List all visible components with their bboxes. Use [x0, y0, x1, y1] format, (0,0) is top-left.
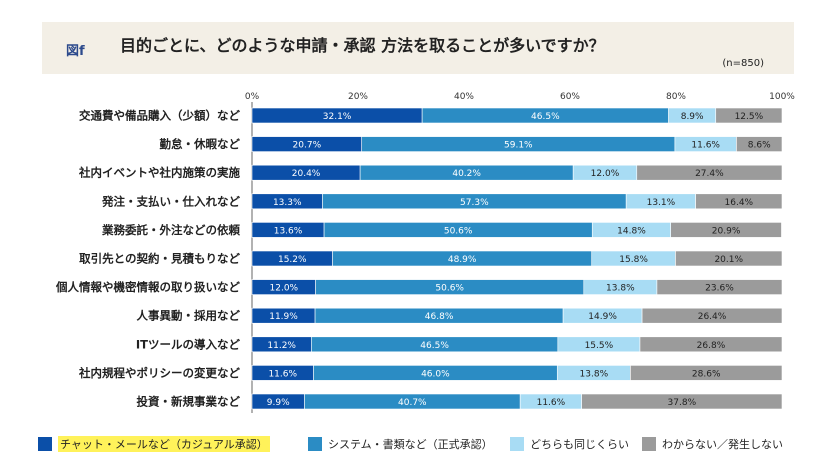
data-label: 46.5%	[531, 112, 560, 122]
chart-legend: チャット・メールなど（カジュアル承認） システム・書類など（正式承認） どちらも…	[38, 436, 828, 456]
category-label: 社内規程やポリシーの変更など	[78, 366, 240, 380]
data-label: 40.2%	[452, 169, 481, 179]
legend-label-formal: システム・書類など（正式承認）	[328, 438, 493, 451]
data-label: 46.5%	[420, 341, 449, 351]
bar-segment	[581, 393, 783, 410]
category-label: 業務委託・外注などの依頼	[101, 223, 240, 237]
data-label: 37.8%	[668, 398, 697, 408]
category-label: 個人情報や機密情報の取り扱いなど	[55, 280, 240, 294]
data-label: 20.7%	[293, 141, 322, 151]
x-tick-label: 60%	[560, 92, 580, 102]
data-label: 57.3%	[460, 198, 489, 208]
x-tick-label: 80%	[666, 92, 686, 102]
data-label: 27.4%	[695, 169, 724, 179]
legend-item-same: どちらも同じくらい	[510, 436, 629, 452]
data-label: 23.6%	[705, 284, 734, 294]
data-label: 13.6%	[274, 226, 303, 236]
data-label: 13.3%	[273, 198, 302, 208]
chart-header: 図f 目的ごとに、どのような申請・承認 方法を取ることが多いですか？ (n=85…	[42, 22, 794, 74]
data-label: 20.9%	[712, 226, 741, 236]
data-label: 12.0%	[591, 169, 620, 179]
legend-swatch-same	[510, 437, 524, 451]
legend-swatch-unknown	[642, 437, 656, 451]
sample-size: (n=850)	[722, 58, 764, 69]
bar-segment	[715, 107, 783, 124]
legend-label-casual: チャット・メールなど（カジュアル承認）	[58, 436, 270, 452]
data-label: 46.8%	[425, 312, 454, 322]
bar-segment	[639, 336, 783, 353]
x-tick-label: 40%	[454, 92, 474, 102]
data-label: 8.6%	[748, 141, 771, 151]
bar-segment	[670, 222, 782, 238]
legend-item-casual: チャット・メールなど（カジュアル承認）	[38, 436, 270, 452]
chart-title: 目的ごとに、どのような申請・承認 方法を取ることが多いですか？	[120, 36, 605, 55]
category-label: 勤怠・休暇など	[160, 137, 241, 151]
legend-swatch-formal	[308, 437, 322, 451]
category-label: ITツールの導入など	[136, 337, 241, 351]
data-label: 9.9%	[267, 398, 290, 408]
data-label: 14.9%	[588, 312, 617, 322]
data-label: 15.8%	[619, 255, 648, 265]
x-tick-label: 0%	[245, 92, 260, 102]
data-label: 46.0%	[421, 369, 450, 379]
x-tick-label: 100%	[769, 92, 795, 102]
data-label: 50.6%	[444, 226, 473, 236]
bar-segment	[675, 250, 783, 267]
category-label: 人事異動・採用など	[137, 309, 241, 323]
data-label: 11.6%	[268, 369, 297, 379]
category-label: 交通費や備品購入（少額）など	[79, 109, 240, 123]
legend-label-unknown: わからない／発生しない	[662, 438, 783, 451]
x-tick-label: 20%	[348, 92, 368, 102]
bar-segment	[636, 164, 783, 181]
category-label: 取引先との契約・見積もりなど	[79, 252, 240, 266]
category-label: 発注・支払い・仕入れなど	[101, 194, 240, 208]
data-label: 13.8%	[606, 284, 635, 294]
bar-segment	[736, 136, 783, 152]
legend-swatch-casual	[38, 437, 52, 451]
bar-segment	[630, 365, 783, 381]
data-label: 40.7%	[398, 398, 427, 408]
legend-label-same: どちらも同じくらい	[530, 438, 629, 451]
bar-segment	[695, 193, 783, 210]
bar-segment	[656, 279, 783, 295]
data-label: 12.5%	[735, 112, 764, 122]
data-label: 50.6%	[435, 284, 464, 294]
data-label: 16.4%	[725, 198, 754, 208]
data-label: 59.1%	[504, 141, 533, 151]
bar-segment	[641, 307, 783, 324]
data-label: 13.8%	[580, 369, 609, 379]
legend-item-formal: システム・書類など（正式承認）	[308, 436, 493, 452]
data-label: 28.6%	[692, 369, 721, 379]
figure-label: 図f	[66, 44, 85, 59]
data-label: 12.0%	[270, 284, 299, 294]
data-label: 8.9%	[681, 112, 704, 122]
data-label: 26.4%	[698, 312, 727, 322]
data-label: 20.1%	[714, 255, 743, 265]
data-label: 13.1%	[647, 198, 676, 208]
data-label: 15.5%	[585, 341, 614, 351]
data-label: 11.9%	[269, 312, 298, 322]
data-label: 11.2%	[267, 341, 296, 351]
data-label: 15.2%	[278, 255, 307, 265]
data-label: 11.6%	[537, 398, 566, 408]
data-label: 48.9%	[448, 255, 477, 265]
data-label: 26.8%	[697, 341, 726, 351]
legend-item-unknown: わからない／発生しない	[642, 436, 783, 452]
data-label: 14.8%	[617, 226, 646, 236]
data-label: 20.4%	[292, 169, 321, 179]
stacked-bar-chart: 0% 20% 40% 60% 80% 100% 交通費や備品購入（少額）など 32.1% 46.…	[55, 92, 795, 413]
category-label: 投資・新規事業など	[137, 395, 241, 409]
category-label: 社内イベントや社内施策の実施	[78, 166, 240, 180]
data-label: 32.1%	[323, 112, 352, 122]
data-label: 11.6%	[691, 141, 720, 151]
